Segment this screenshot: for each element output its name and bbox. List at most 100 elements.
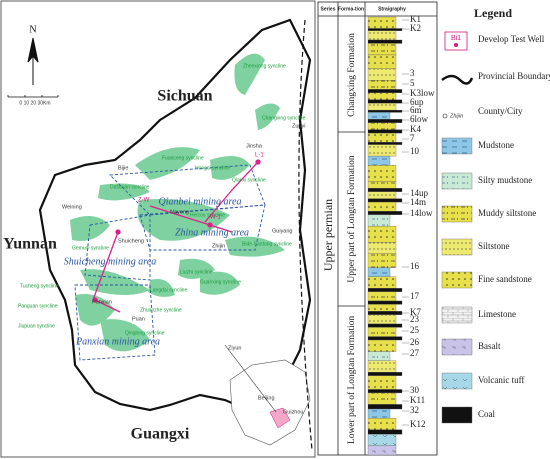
layer-label: 14m — [410, 197, 426, 207]
map-label: Langdai syncline — [150, 287, 187, 293]
stratum — [367, 323, 403, 328]
layer-label: 32 — [410, 405, 419, 415]
legend-symbol — [454, 43, 458, 47]
stratum — [367, 28, 403, 31]
stratum — [367, 327, 397, 337]
legend-label: Mudstone — [478, 140, 514, 150]
labels: N 0 10 20 30Km Sichuan Yunnan Guangxi Zhenxio… — [3, 6, 550, 444]
layer-label: 16 — [410, 261, 420, 271]
stratum — [367, 122, 397, 130]
stratum — [367, 351, 391, 361]
stratum — [367, 392, 397, 405]
stratum — [367, 99, 403, 104]
map-label: Shuicheng — [118, 238, 144, 244]
test-well — [92, 297, 98, 303]
inset-pointer — [224, 344, 277, 413]
map-label: Hongsi syncline — [195, 165, 230, 171]
stratum — [367, 434, 397, 446]
formation-label: Upper part of Longtan Formation — [346, 155, 357, 282]
legend-label: Limestone — [478, 309, 516, 319]
legend-swatch — [441, 271, 473, 289]
legend-symbol — [442, 113, 448, 119]
stratum — [367, 54, 397, 69]
stratum — [367, 445, 397, 456]
layer-label: 27 — [410, 348, 420, 358]
layer-label: K11 — [410, 395, 425, 405]
layer-label: K4 — [410, 124, 421, 134]
stratum — [367, 314, 397, 325]
stratum — [367, 418, 397, 430]
stratum — [367, 155, 391, 166]
map-label: Z-W — [138, 198, 150, 204]
syncline — [100, 319, 150, 352]
legend-swatch — [441, 306, 473, 324]
stratum — [367, 311, 403, 315]
layer-label: 5 — [410, 78, 415, 88]
layer-label: K1 — [410, 14, 421, 24]
legend-swatch — [441, 238, 473, 256]
syncline — [148, 279, 175, 297]
map-label: Changxing syncline — [262, 115, 306, 121]
layer-label: 6up — [410, 97, 424, 107]
test-well — [255, 159, 261, 165]
syncline — [200, 271, 240, 295]
map-label: Panguan syncline — [18, 303, 58, 309]
map-label: Liuzhi syncline — [180, 269, 213, 275]
stratum — [367, 89, 403, 94]
legend-title: Legend — [474, 6, 512, 20]
legend-label: Volcanic tuff — [478, 375, 524, 385]
stratum — [367, 408, 391, 419]
layer-label: 25 — [410, 325, 420, 335]
map-label: Bijie — [118, 165, 128, 171]
map-label: Zhenxiong syncline — [243, 63, 286, 69]
layer-label: K2 — [410, 23, 421, 33]
layer-label: 6m — [410, 105, 422, 115]
layer-label: 7 — [410, 133, 415, 143]
stratum — [367, 404, 403, 410]
layer-label: 23 — [410, 314, 420, 324]
map-label: Beijing — [258, 395, 275, 401]
legend-label: Basalt — [478, 341, 501, 351]
map-label: Jinsha — [246, 143, 263, 149]
stratum — [367, 165, 397, 182]
inset-guizhou — [269, 407, 291, 429]
map-label: L-1 — [255, 153, 264, 159]
stratum — [367, 188, 403, 192]
legend-swatch — [441, 406, 473, 424]
stratum — [367, 43, 397, 56]
inset-map — [229, 359, 311, 446]
legend-label: Provincial Boundary — [478, 71, 550, 81]
layer-label: 6low — [410, 114, 429, 124]
layer-label: 3 — [410, 68, 415, 78]
map-label: Tucheng syncline — [20, 283, 59, 289]
stratum — [367, 16, 397, 29]
stratum — [367, 132, 397, 143]
correlation-line — [298, 19, 313, 451]
legend-label: Siltstone — [478, 241, 510, 251]
legend-label: Muddy siltstone — [478, 208, 536, 218]
map-label: Shuicheng mining area — [64, 256, 156, 267]
north-arrow — [27, 37, 39, 85]
stratum — [367, 276, 397, 289]
map-label: Bide-Santang syncline — [242, 241, 292, 247]
stratum — [367, 129, 403, 134]
layer-label: 30 — [410, 385, 420, 395]
stratum — [367, 103, 397, 111]
layer-label: 10 — [410, 146, 420, 156]
stratum — [367, 300, 403, 305]
syncline — [75, 294, 115, 326]
stratum — [367, 144, 397, 157]
legend-swatch — [441, 205, 473, 223]
map-label: N — [29, 24, 36, 35]
legend-well-code: Bi1 — [451, 35, 461, 42]
stratum — [367, 267, 391, 277]
stratum — [367, 119, 403, 123]
stratum — [367, 291, 397, 302]
syncline — [234, 53, 265, 95]
stratum — [367, 39, 403, 44]
column-header: Straigraphy — [378, 6, 406, 12]
legend-symbol-label: Zhijin — [449, 113, 463, 119]
stratum — [367, 92, 397, 100]
stratum — [367, 389, 403, 394]
